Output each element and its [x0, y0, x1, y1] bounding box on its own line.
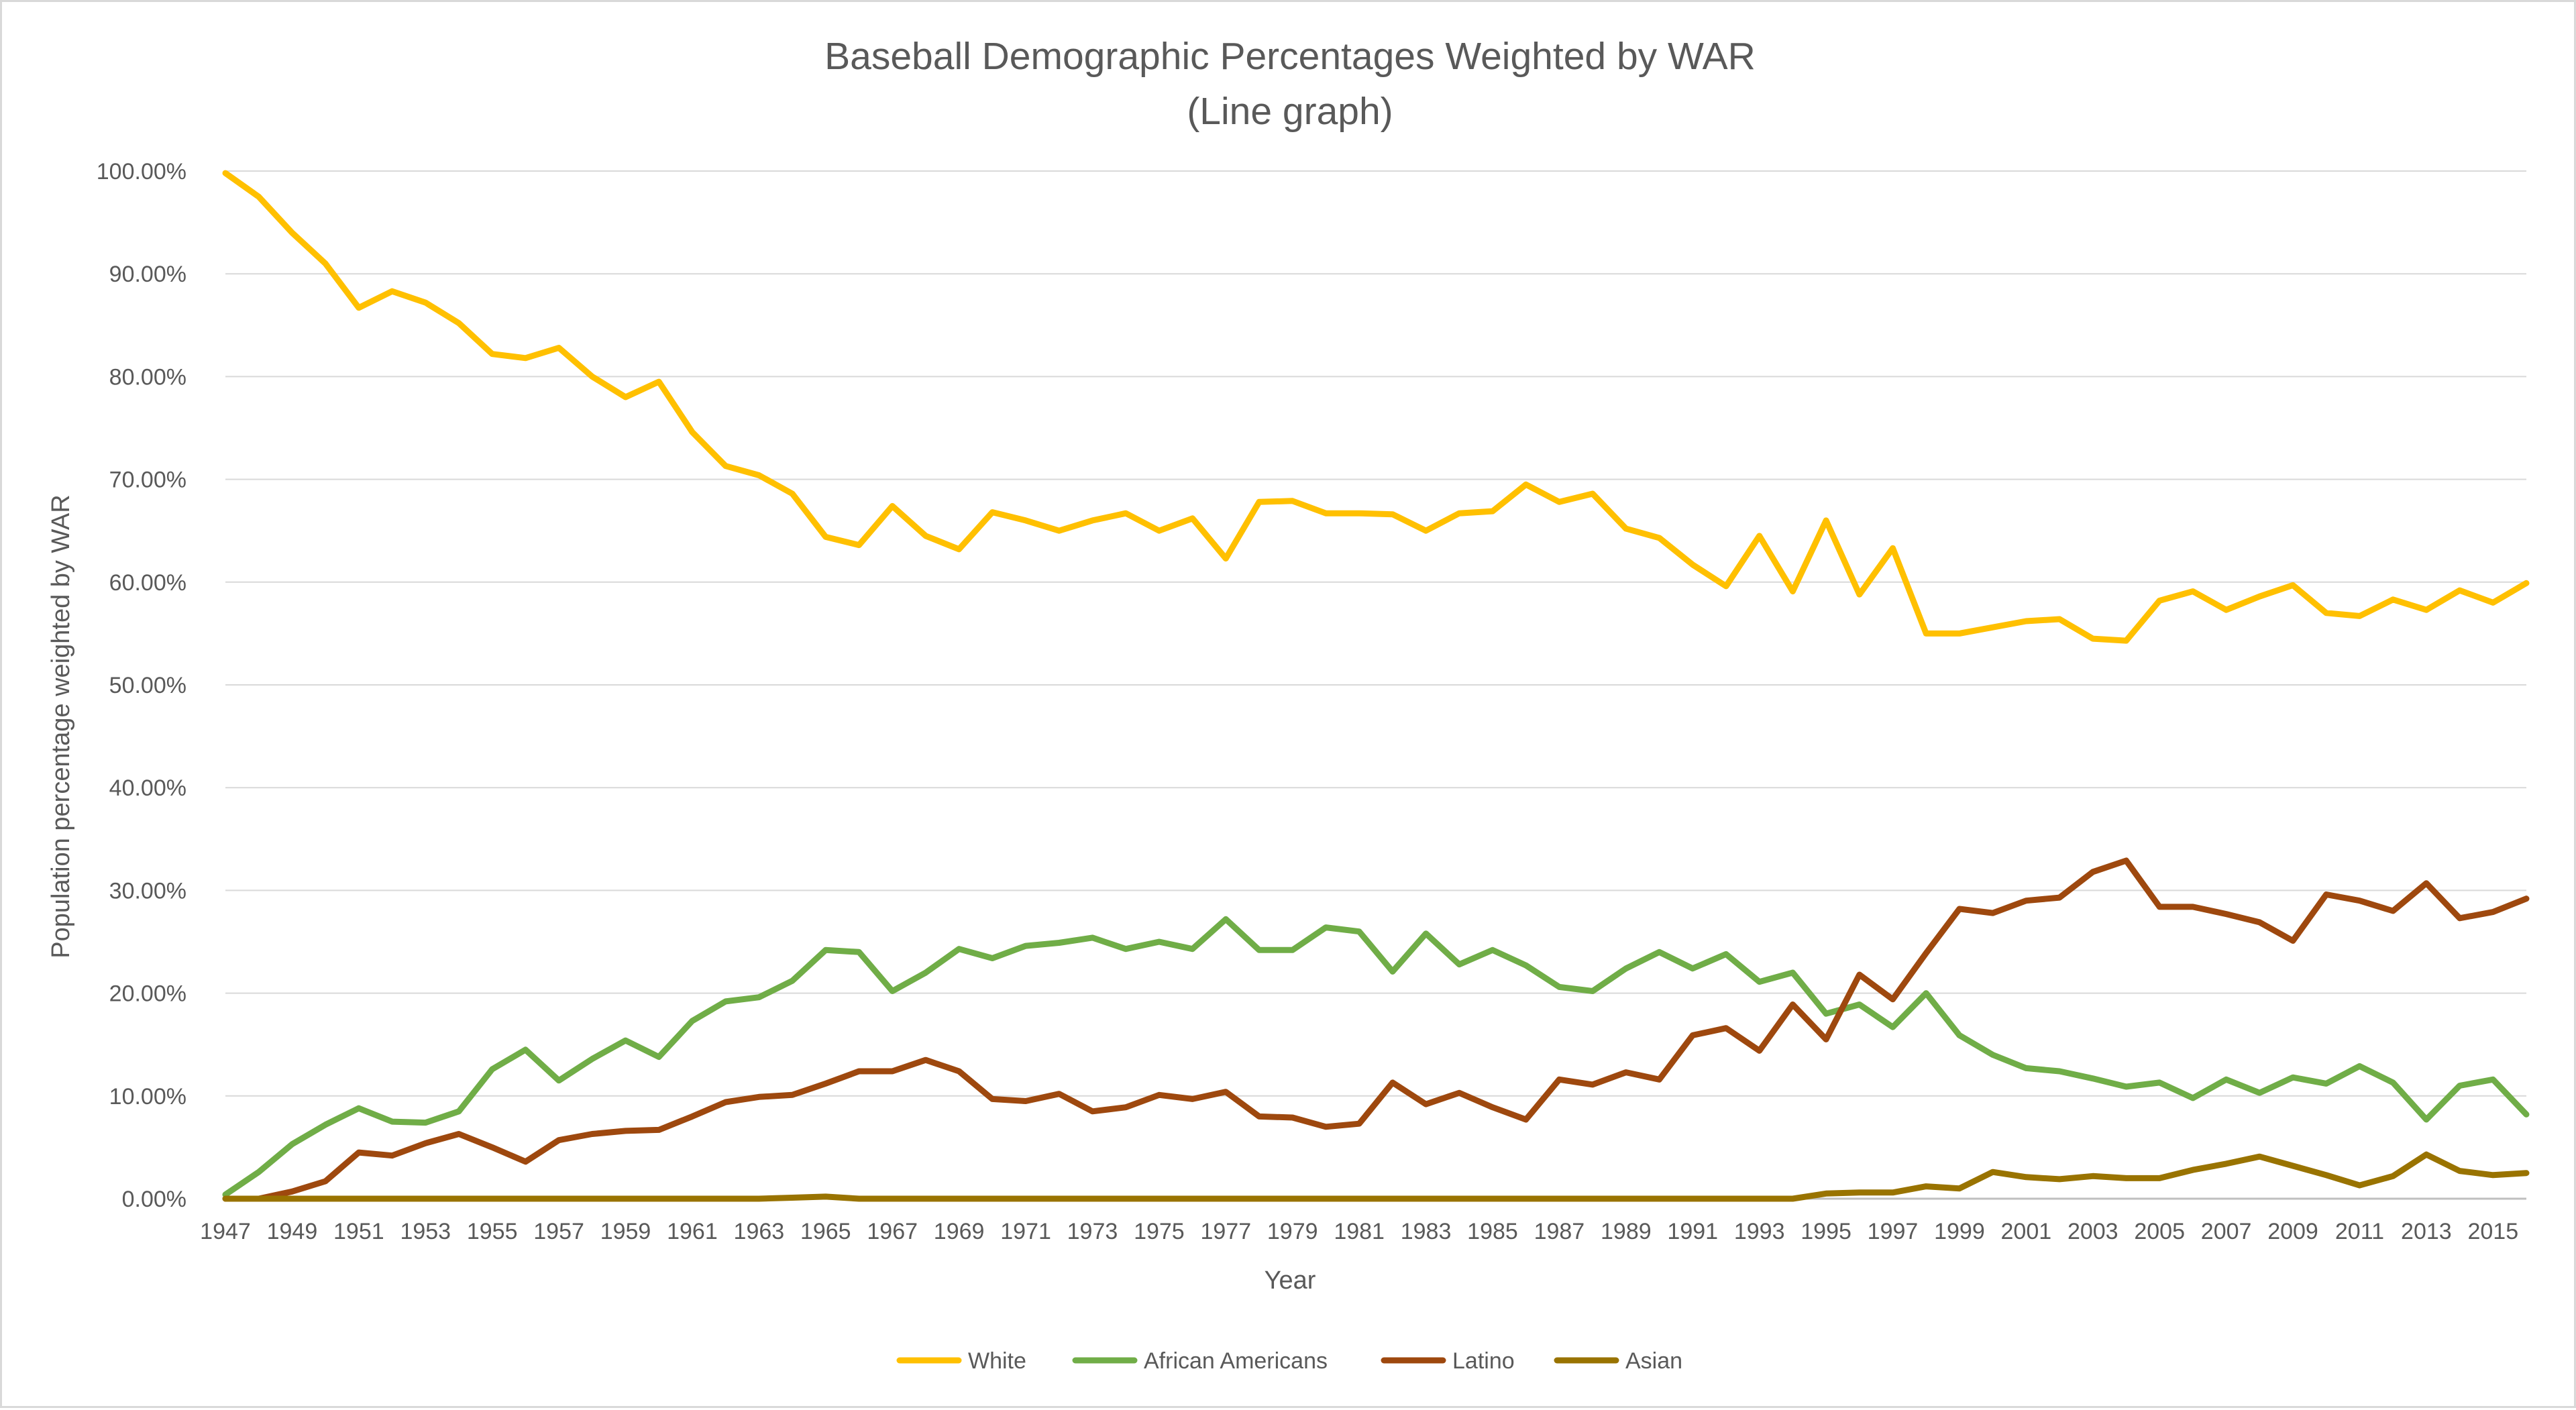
- series-line-asian: [222, 1151, 2530, 1202]
- x-tick-label: 1969: [934, 1219, 985, 1244]
- x-tick-label: 1967: [867, 1219, 918, 1244]
- gridlines: [225, 170, 2526, 1200]
- legend-label-white: White: [968, 1348, 1026, 1374]
- x-tick-label: 2001: [2001, 1219, 2052, 1244]
- x-tick-label: 2013: [2401, 1219, 2452, 1244]
- y-tick-label: 70.00%: [109, 468, 186, 493]
- x-tick-label: 2005: [2134, 1219, 2185, 1244]
- y-tick-label: 20.00%: [109, 981, 186, 1007]
- x-tick-label: 1961: [667, 1219, 718, 1244]
- x-tick-label: 1993: [1734, 1219, 1785, 1244]
- series-lines: [222, 170, 2530, 1202]
- y-tick-label: 60.00%: [109, 570, 186, 596]
- y-tick-label: 40.00%: [109, 775, 186, 801]
- chart-title: Baseball Demographic Percentages Weighte…: [824, 35, 1756, 78]
- x-tick-label: 1985: [1467, 1219, 1518, 1244]
- x-tick-label: 1949: [267, 1219, 318, 1244]
- x-tick-label: 2015: [2467, 1219, 2518, 1244]
- x-tick-label: 1965: [800, 1219, 851, 1244]
- y-tick-label: 30.00%: [109, 878, 186, 904]
- series-line-latino: [222, 857, 2530, 1202]
- x-axis-ticks: 1947 1949 1951 1953 1955 1957 1959 1961 1963 1965…: [200, 1219, 2518, 1244]
- y-tick-label: 50.00%: [109, 673, 186, 698]
- x-tick-label: 2011: [2335, 1219, 2384, 1244]
- x-tick-label: 1973: [1067, 1219, 1118, 1244]
- x-tick-label: 1991: [1667, 1219, 1718, 1244]
- x-tick-label: 1977: [1200, 1219, 1251, 1244]
- x-tick-label: 1947: [200, 1219, 251, 1244]
- x-tick-label: 1975: [1134, 1219, 1185, 1244]
- x-tick-label: 1955: [467, 1219, 518, 1244]
- x-tick-label: 1953: [400, 1219, 451, 1244]
- y-tick-label: 80.00%: [109, 364, 186, 390]
- y-tick-label: 100.00%: [97, 159, 186, 184]
- y-tick-label: 90.00%: [109, 262, 186, 287]
- y-axis-title: Population percentage weighted by WAR: [47, 494, 75, 958]
- x-tick-label: 1999: [1934, 1219, 1985, 1244]
- y-axis-ticks: 0.00% 10.00% 20.00% 30.00% 40.00% 50.00% 60.00…: [97, 159, 186, 1212]
- x-tick-label: 1987: [1534, 1219, 1585, 1244]
- x-tick-label: 1951: [333, 1219, 384, 1244]
- legend: White African Americans Latino Asian: [896, 1348, 1682, 1374]
- series-line-white: [222, 170, 2530, 644]
- x-tick-label: 2007: [2201, 1219, 2252, 1244]
- x-tick-label: 1979: [1267, 1219, 1318, 1244]
- x-tick-label: 1963: [734, 1219, 785, 1244]
- y-tick-label: 0.00%: [122, 1187, 186, 1212]
- x-tick-label: 1957: [533, 1219, 584, 1244]
- x-tick-label: 1971: [1000, 1219, 1051, 1244]
- legend-label-african-americans: African Americans: [1144, 1348, 1328, 1374]
- legend-label-asian: Asian: [1625, 1348, 1682, 1374]
- y-tick-label: 10.00%: [109, 1084, 186, 1109]
- x-tick-label: 1989: [1601, 1219, 1652, 1244]
- legend-label-latino: Latino: [1452, 1348, 1515, 1374]
- x-tick-label: 1997: [1868, 1219, 1919, 1244]
- chart-subtitle: (Line graph): [1187, 90, 1393, 133]
- x-axis-title: Year: [1265, 1266, 1316, 1295]
- x-tick-label: 2009: [2267, 1219, 2318, 1244]
- series-line-african-americans: [222, 916, 2530, 1198]
- x-tick-label: 1983: [1401, 1219, 1452, 1244]
- x-tick-label: 1981: [1334, 1219, 1385, 1244]
- x-tick-label: 2003: [2068, 1219, 2118, 1244]
- x-tick-label: 1995: [1801, 1219, 1851, 1244]
- x-tick-label: 1959: [600, 1219, 651, 1244]
